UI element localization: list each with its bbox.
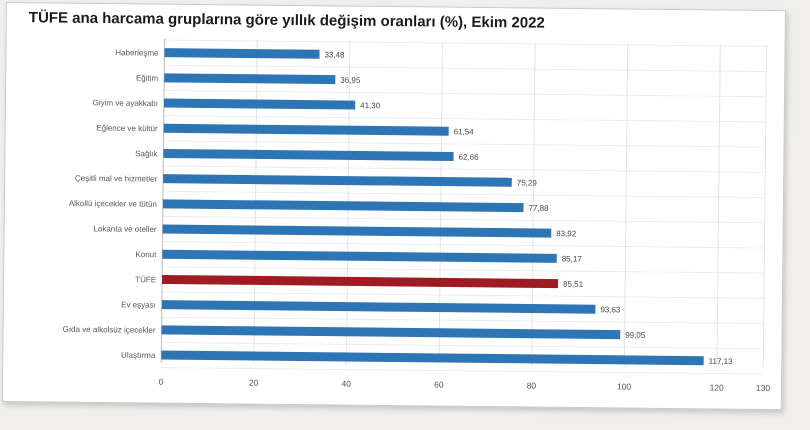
x-tick-label: 40 bbox=[341, 379, 351, 389]
value-label: 85,17 bbox=[562, 254, 583, 263]
value-label: 33,48 bbox=[324, 50, 345, 59]
row-gridline bbox=[163, 140, 766, 148]
value-label: 99,05 bbox=[625, 331, 646, 340]
value-label: 117,13 bbox=[709, 357, 734, 366]
bar bbox=[162, 249, 557, 263]
value-label: 62,66 bbox=[459, 153, 480, 162]
x-tick-label: 0 bbox=[159, 377, 164, 387]
row-gridline bbox=[161, 341, 764, 350]
category-label: Gıda ve alkolsüz içecekler bbox=[63, 325, 156, 335]
bar bbox=[162, 274, 559, 289]
value-label: 61,54 bbox=[454, 127, 475, 136]
x-gridline bbox=[716, 44, 721, 369]
value-label: 85,51 bbox=[563, 280, 584, 289]
x-tick-label: 120 bbox=[710, 382, 725, 392]
bar bbox=[161, 300, 596, 314]
category-label: Alkollü içecekler ve tütün bbox=[69, 199, 157, 209]
bar bbox=[163, 148, 454, 161]
category-label: Giyim ve ayakkabı bbox=[93, 98, 158, 108]
bar bbox=[163, 174, 512, 187]
category-label: Sağlık bbox=[135, 149, 158, 158]
bar bbox=[164, 73, 336, 85]
chart-title: TÜFE ana harcama gruplarına göre yıllık … bbox=[29, 9, 545, 31]
row-gridline bbox=[161, 367, 764, 375]
value-label: 77,88 bbox=[528, 204, 549, 213]
value-label: 83,92 bbox=[556, 229, 577, 238]
chart-frame: TÜFE ana harcama gruplarına göre yıllık … bbox=[1, 2, 786, 411]
row-gridline bbox=[163, 165, 766, 173]
value-label: 36,95 bbox=[340, 76, 361, 85]
value-label: 93,63 bbox=[600, 305, 621, 314]
category-label: Eğitim bbox=[136, 74, 159, 83]
value-label: 75,29 bbox=[517, 178, 538, 187]
category-label: Çeşitli mal ve hizmetler bbox=[75, 174, 158, 184]
x-tick-label: 80 bbox=[527, 380, 537, 390]
x-tick-label: 130 bbox=[756, 383, 771, 393]
x-gridline bbox=[623, 43, 629, 368]
row-gridline bbox=[162, 241, 765, 249]
bar bbox=[162, 224, 552, 238]
category-label: Ev eşyası bbox=[121, 300, 156, 309]
bar bbox=[162, 199, 524, 213]
row-gridline bbox=[164, 39, 767, 47]
bar bbox=[161, 350, 704, 366]
row-gridline bbox=[162, 215, 765, 224]
row-gridline bbox=[162, 266, 765, 274]
row-gridline bbox=[161, 316, 764, 325]
x-tick-label: 60 bbox=[434, 380, 444, 390]
category-label: Eğlence ve kültür bbox=[96, 124, 158, 134]
row-gridline bbox=[164, 64, 767, 73]
bar bbox=[164, 48, 320, 59]
row-gridline bbox=[161, 291, 764, 299]
x-tick-label: 20 bbox=[249, 378, 259, 388]
row-gridline bbox=[163, 190, 765, 199]
row-gridline bbox=[163, 115, 766, 123]
bar bbox=[163, 98, 356, 110]
bar bbox=[161, 325, 621, 340]
category-label: Haberleşme bbox=[115, 48, 159, 57]
bars bbox=[161, 48, 704, 366]
category-label: TÜFE bbox=[135, 275, 156, 284]
category-label: Lokanta ve oteller bbox=[93, 224, 157, 234]
value-label: 41,30 bbox=[360, 101, 381, 110]
chart: TÜFE ana harcama gruplarına göre yıllık … bbox=[29, 9, 771, 393]
category-label: Konut bbox=[135, 250, 157, 259]
x-tick-label: 100 bbox=[617, 381, 632, 391]
category-labels: Haberleşme 33,48 Eğitim 36,95 Giyim ve ayakk… bbox=[63, 48, 734, 366]
row-gridline bbox=[164, 89, 767, 98]
bar bbox=[163, 123, 449, 136]
category-label: Ulaştırma bbox=[121, 351, 156, 360]
x-gridline bbox=[762, 44, 768, 369]
x-axis: 0 20 40 60 80 100 120 130 bbox=[159, 377, 771, 393]
